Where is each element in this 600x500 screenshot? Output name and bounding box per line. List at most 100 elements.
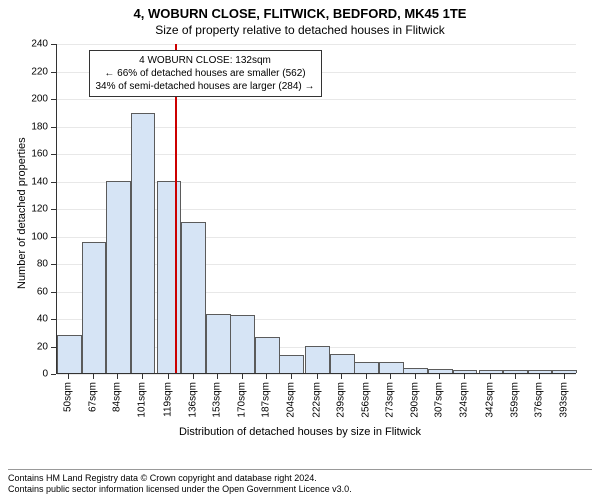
histogram-bar	[354, 362, 379, 373]
x-tick-label: 204sqm	[285, 382, 296, 422]
x-tick-label: 393sqm	[558, 382, 569, 422]
y-tick-label: 180	[22, 121, 48, 132]
y-tick-mark	[51, 319, 56, 320]
y-tick-mark	[51, 237, 56, 238]
x-tick-label: 136sqm	[187, 382, 198, 422]
x-tick-mark	[415, 374, 416, 379]
chart-subtitle: Size of property relative to detached ho…	[0, 21, 600, 41]
y-tick-label: 40	[22, 314, 48, 325]
histogram-bar	[157, 181, 182, 374]
x-tick-mark	[439, 374, 440, 379]
gridline	[57, 44, 576, 45]
x-tick-mark	[564, 374, 565, 379]
gridline	[57, 99, 576, 100]
y-tick-mark	[51, 44, 56, 45]
y-tick-label: 120	[22, 204, 48, 215]
x-tick-label: 290sqm	[409, 382, 420, 422]
x-tick-label: 307sqm	[434, 382, 445, 422]
histogram-bar	[428, 369, 453, 373]
x-tick-label: 67sqm	[87, 382, 98, 422]
x-tick-label: 239sqm	[336, 382, 347, 422]
histogram-bar	[403, 368, 428, 374]
x-tick-mark	[193, 374, 194, 379]
x-tick-label: 119sqm	[163, 382, 174, 422]
x-tick-label: 324sqm	[458, 382, 469, 422]
histogram-bar	[479, 370, 504, 373]
y-tick-label: 0	[22, 369, 48, 380]
histogram-bar	[279, 355, 304, 373]
x-axis-label: Distribution of detached houses by size …	[0, 426, 600, 438]
x-tick-mark	[291, 374, 292, 379]
x-tick-label: 222sqm	[311, 382, 322, 422]
histogram-bar	[206, 314, 231, 373]
x-tick-mark	[515, 374, 516, 379]
y-tick-label: 140	[22, 176, 48, 187]
x-tick-label: 50sqm	[63, 382, 74, 422]
x-tick-label: 187sqm	[261, 382, 272, 422]
x-tick-mark	[217, 374, 218, 379]
histogram-bar	[528, 370, 553, 373]
y-tick-mark	[51, 347, 56, 348]
x-tick-mark	[117, 374, 118, 379]
callout-line: 4 WOBURN CLOSE: 132sqm	[96, 54, 315, 67]
x-tick-label: 273sqm	[385, 382, 396, 422]
x-tick-mark	[539, 374, 540, 379]
property-callout: 4 WOBURN CLOSE: 132sqm← 66% of detached …	[89, 50, 322, 97]
x-tick-mark	[266, 374, 267, 379]
y-tick-label: 100	[22, 231, 48, 242]
y-tick-mark	[51, 264, 56, 265]
x-tick-label: 153sqm	[212, 382, 223, 422]
y-tick-mark	[51, 154, 56, 155]
y-tick-label: 200	[22, 94, 48, 105]
y-tick-label: 80	[22, 259, 48, 270]
x-tick-mark	[93, 374, 94, 379]
x-tick-mark	[464, 374, 465, 379]
y-tick-label: 160	[22, 149, 48, 160]
histogram-bar	[503, 370, 528, 373]
x-tick-mark	[242, 374, 243, 379]
x-tick-label: 170sqm	[236, 382, 247, 422]
y-tick-mark	[51, 72, 56, 73]
x-tick-mark	[366, 374, 367, 379]
footer-line: Contains public sector information licen…	[8, 484, 592, 496]
x-tick-label: 101sqm	[137, 382, 148, 422]
chart-title: 4, WOBURN CLOSE, FLITWICK, BEDFORD, MK45…	[0, 0, 600, 21]
histogram-bar	[82, 242, 107, 373]
x-tick-label: 342sqm	[484, 382, 495, 422]
histogram-bar	[181, 222, 206, 373]
y-tick-mark	[51, 99, 56, 100]
histogram-bar	[106, 181, 131, 374]
y-tick-mark	[51, 182, 56, 183]
y-tick-label: 240	[22, 39, 48, 50]
footer-line: Contains HM Land Registry data © Crown c…	[8, 473, 592, 485]
x-tick-mark	[142, 374, 143, 379]
x-tick-label: 359sqm	[509, 382, 520, 422]
callout-line: 34% of semi-detached houses are larger (…	[96, 80, 315, 93]
x-tick-label: 376sqm	[534, 382, 545, 422]
x-tick-mark	[341, 374, 342, 379]
histogram-bar	[453, 370, 478, 373]
y-tick-mark	[51, 374, 56, 375]
callout-line: ← 66% of detached houses are smaller (56…	[96, 67, 315, 80]
x-tick-mark	[317, 374, 318, 379]
y-tick-mark	[51, 209, 56, 210]
histogram-bar	[330, 354, 355, 373]
histogram-bar	[305, 346, 330, 374]
footer-attribution: Contains HM Land Registry data © Crown c…	[8, 469, 592, 496]
x-tick-mark	[168, 374, 169, 379]
histogram-bar	[230, 315, 255, 373]
y-tick-label: 20	[22, 341, 48, 352]
x-tick-mark	[68, 374, 69, 379]
y-tick-mark	[51, 292, 56, 293]
histogram-bar	[131, 113, 156, 373]
histogram-bar	[379, 362, 404, 373]
histogram-plot: 4 WOBURN CLOSE: 132sqm← 66% of detached …	[56, 44, 576, 374]
x-tick-mark	[390, 374, 391, 379]
y-tick-mark	[51, 127, 56, 128]
histogram-bar	[552, 370, 577, 373]
x-tick-label: 256sqm	[360, 382, 371, 422]
x-tick-mark	[490, 374, 491, 379]
y-tick-label: 60	[22, 286, 48, 297]
y-tick-label: 220	[22, 66, 48, 77]
histogram-bar	[57, 335, 82, 374]
